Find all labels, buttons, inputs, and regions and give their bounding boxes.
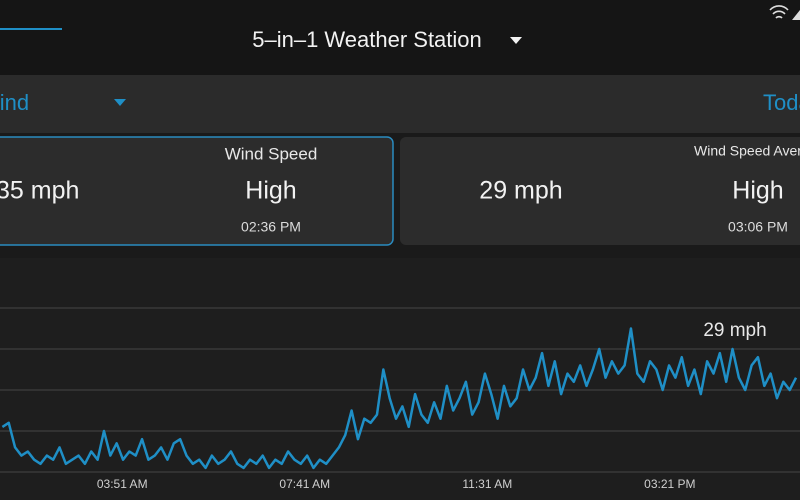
card-time: 03:06 PM — [728, 219, 788, 235]
x-tick-label: 03:51 AM — [97, 477, 148, 491]
x-tick-label: 07:41 AM — [279, 477, 330, 491]
card-value: 35 mph — [0, 177, 79, 205]
app-bar — [0, 0, 800, 75]
chart-area — [0, 258, 800, 500]
app-title[interactable]: 5–in–1 Weather Station — [252, 27, 482, 52]
wifi-icon — [769, 5, 789, 19]
toolbar — [0, 75, 800, 133]
chart-annotation: 29 mph — [703, 320, 766, 341]
card-level: High — [245, 177, 296, 205]
range-selector[interactable]: Today — [763, 90, 800, 115]
data-line — [1, 327, 798, 470]
card-title: Wind Speed — [225, 144, 318, 163]
card-value: 29 mph — [479, 177, 562, 205]
x-tick-label: 03:21 PM — [644, 477, 695, 491]
tab-indicator — [0, 28, 62, 30]
card-title: Wind Speed Average — [694, 143, 800, 159]
chart: 03:51 AM 07:41 AM 11:31 AM 03:21 PM 29 mph — [0, 307, 800, 491]
card-time: 02:36 PM — [241, 219, 301, 235]
card-level: High — [732, 177, 783, 205]
card[interactable] — [0, 136, 394, 246]
sensor-selector[interactable]: Wind — [0, 90, 29, 115]
sensor-dropdown[interactable] — [114, 99, 126, 106]
title-dropdown[interactable] — [510, 37, 522, 44]
x-tick-label: 11:31 AM — [462, 477, 512, 491]
card[interactable] — [400, 137, 800, 245]
signal-icon — [792, 10, 800, 20]
